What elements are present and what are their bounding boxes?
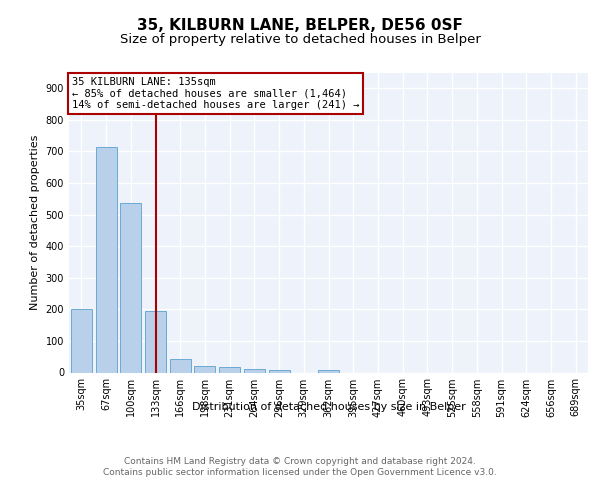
Bar	[120, 203, 141, 372]
Bar	[71, 308, 92, 372]
Bar	[219, 368, 240, 372]
Text: Distribution of detached houses by size in Belper: Distribution of detached houses by size …	[192, 402, 466, 412]
Bar	[170, 358, 191, 372]
Bar	[269, 370, 290, 372]
Bar	[244, 368, 265, 372]
Text: 35 KILBURN LANE: 135sqm
← 85% of detached houses are smaller (1,464)
14% of semi: 35 KILBURN LANE: 135sqm ← 85% of detache…	[71, 77, 359, 110]
Bar	[95, 147, 116, 372]
Text: Size of property relative to detached houses in Belper: Size of property relative to detached ho…	[119, 32, 481, 46]
Y-axis label: Number of detached properties: Number of detached properties	[30, 135, 40, 310]
Text: 35, KILBURN LANE, BELPER, DE56 0SF: 35, KILBURN LANE, BELPER, DE56 0SF	[137, 18, 463, 32]
Bar	[318, 370, 339, 372]
Bar	[145, 310, 166, 372]
Bar	[194, 366, 215, 372]
Text: Contains HM Land Registry data © Crown copyright and database right 2024.
Contai: Contains HM Land Registry data © Crown c…	[103, 458, 497, 477]
